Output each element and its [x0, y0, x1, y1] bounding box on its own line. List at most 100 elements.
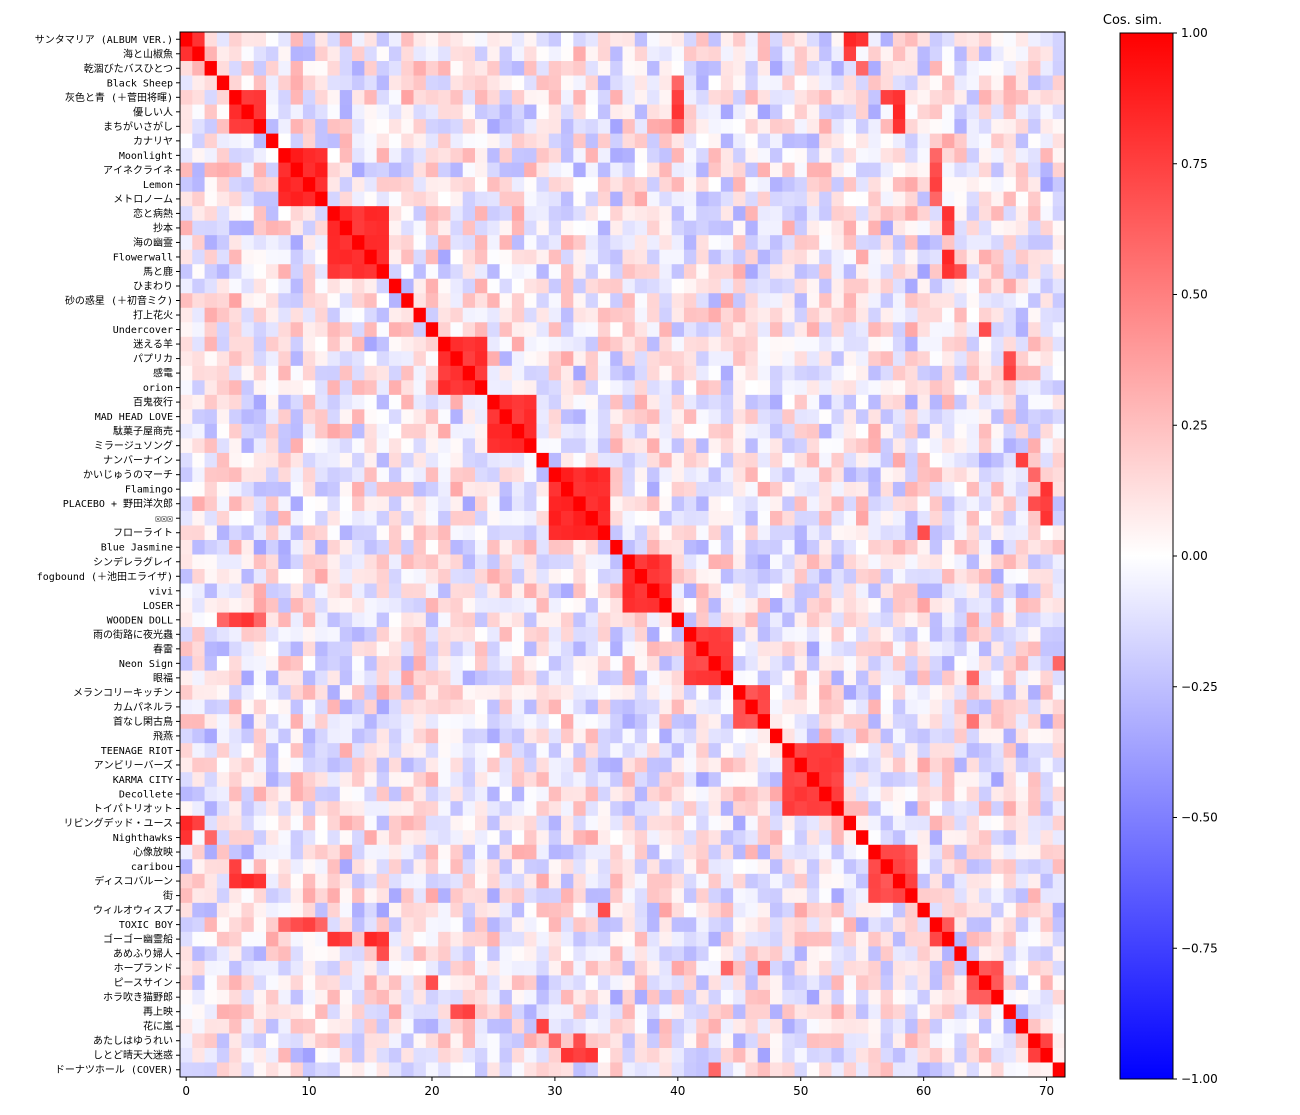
heatmap-cell — [770, 206, 783, 222]
heatmap-cell — [696, 278, 709, 294]
heatmap-cell — [1028, 148, 1041, 164]
heatmap-cell — [917, 525, 931, 541]
heatmap-cell — [1003, 554, 1017, 570]
heatmap-cell — [622, 249, 636, 265]
heatmap-cell — [794, 801, 808, 817]
heatmap-cell — [954, 714, 968, 730]
heatmap-cell — [204, 351, 218, 367]
heatmap-cell — [266, 162, 279, 178]
heatmap-cell — [352, 975, 365, 991]
heatmap-cell — [302, 873, 316, 889]
heatmap-cell — [487, 235, 500, 251]
heatmap-cell — [966, 699, 980, 715]
heatmap-cell — [647, 46, 660, 62]
heatmap-cell — [843, 525, 857, 541]
heatmap-cell — [266, 525, 279, 541]
heatmap-cell — [892, 46, 906, 62]
heatmap-cell — [1003, 612, 1017, 628]
heatmap-cell — [991, 743, 1004, 759]
heatmap-cell — [671, 1018, 685, 1034]
heatmap-cell — [843, 1018, 857, 1034]
heatmap-cell — [1028, 220, 1041, 236]
heatmap-cell — [315, 32, 328, 47]
heatmap-cell — [745, 496, 759, 512]
heatmap-cell — [290, 409, 304, 425]
heatmap-cell — [696, 554, 709, 570]
heatmap-cell — [1003, 569, 1017, 584]
heatmap-cell — [475, 177, 488, 193]
heatmap-cell — [216, 598, 230, 613]
heatmap-cell — [991, 975, 1004, 991]
heatmap-cell — [770, 612, 783, 628]
heatmap-cell — [708, 510, 722, 526]
heatmap-cell — [634, 946, 648, 962]
heatmap-cell — [548, 278, 562, 294]
heatmap-cell — [868, 583, 882, 599]
heatmap-cell — [708, 931, 722, 947]
heatmap-cell — [696, 801, 709, 817]
heatmap-cell — [597, 496, 611, 512]
heatmap-cell — [216, 554, 230, 570]
heatmap-cell — [647, 960, 660, 976]
heatmap-cell — [671, 917, 685, 933]
heatmap-cell — [192, 394, 205, 410]
heatmap-cell — [216, 569, 230, 584]
heatmap-cell — [180, 365, 193, 381]
heatmap-cell — [561, 815, 574, 831]
heatmap-cell — [438, 496, 451, 512]
heatmap-cell — [892, 307, 906, 323]
heatmap-cell — [376, 844, 390, 860]
heatmap-cell — [241, 757, 255, 773]
heatmap-cell — [536, 1004, 550, 1020]
heatmap-cell — [1040, 815, 1054, 831]
heatmap-cell — [745, 119, 759, 134]
heatmap-cell — [610, 873, 623, 889]
heatmap-cell — [831, 452, 845, 468]
heatmap-cell — [253, 786, 267, 802]
heatmap-cell — [524, 46, 537, 62]
heatmap-cell — [745, 598, 759, 613]
heatmap-cell — [266, 772, 279, 788]
heatmap-cell — [561, 293, 574, 309]
heatmap-cell — [499, 714, 513, 730]
heatmap-cell — [475, 322, 488, 338]
heatmap-cell — [327, 801, 341, 817]
heatmap-cell — [315, 409, 328, 425]
heatmap-cell — [180, 902, 193, 918]
heatmap-cell — [708, 946, 722, 962]
heatmap-cell — [671, 61, 685, 76]
heatmap-cell — [548, 220, 562, 236]
heatmap-cell — [696, 946, 709, 962]
heatmap-cell — [278, 641, 292, 657]
heatmap-cell — [475, 467, 488, 483]
heatmap-cell — [610, 1004, 623, 1020]
heatmap-cell — [413, 539, 427, 555]
heatmap-cell — [966, 757, 980, 773]
heatmap-cell — [696, 670, 709, 686]
heatmap-cell — [622, 786, 636, 802]
heatmap-cell — [683, 90, 697, 105]
heatmap-cell — [180, 873, 193, 889]
heatmap-cell — [536, 423, 550, 439]
heatmap-cell — [770, 510, 783, 526]
heatmap-cell — [1028, 917, 1041, 933]
heatmap-cell — [720, 554, 734, 570]
heatmap-cell — [683, 685, 697, 701]
heatmap-cell — [610, 438, 623, 454]
heatmap-cell — [597, 656, 611, 672]
heatmap-cell — [499, 119, 513, 134]
heatmap-cell — [831, 975, 845, 991]
heatmap-cell — [905, 583, 918, 599]
heatmap-cell — [610, 467, 623, 483]
heatmap-cell — [954, 670, 968, 686]
heatmap-cell — [659, 583, 673, 599]
heatmap-cell — [352, 714, 365, 730]
heatmap-cell — [782, 815, 795, 831]
heatmap-cell — [733, 946, 746, 962]
heatmap-cell — [462, 960, 476, 976]
heatmap-cell — [757, 757, 771, 773]
heatmap-cell — [352, 452, 365, 468]
heatmap-cell — [745, 685, 759, 701]
heatmap-cell — [315, 394, 328, 410]
heatmap-cell — [733, 801, 746, 817]
